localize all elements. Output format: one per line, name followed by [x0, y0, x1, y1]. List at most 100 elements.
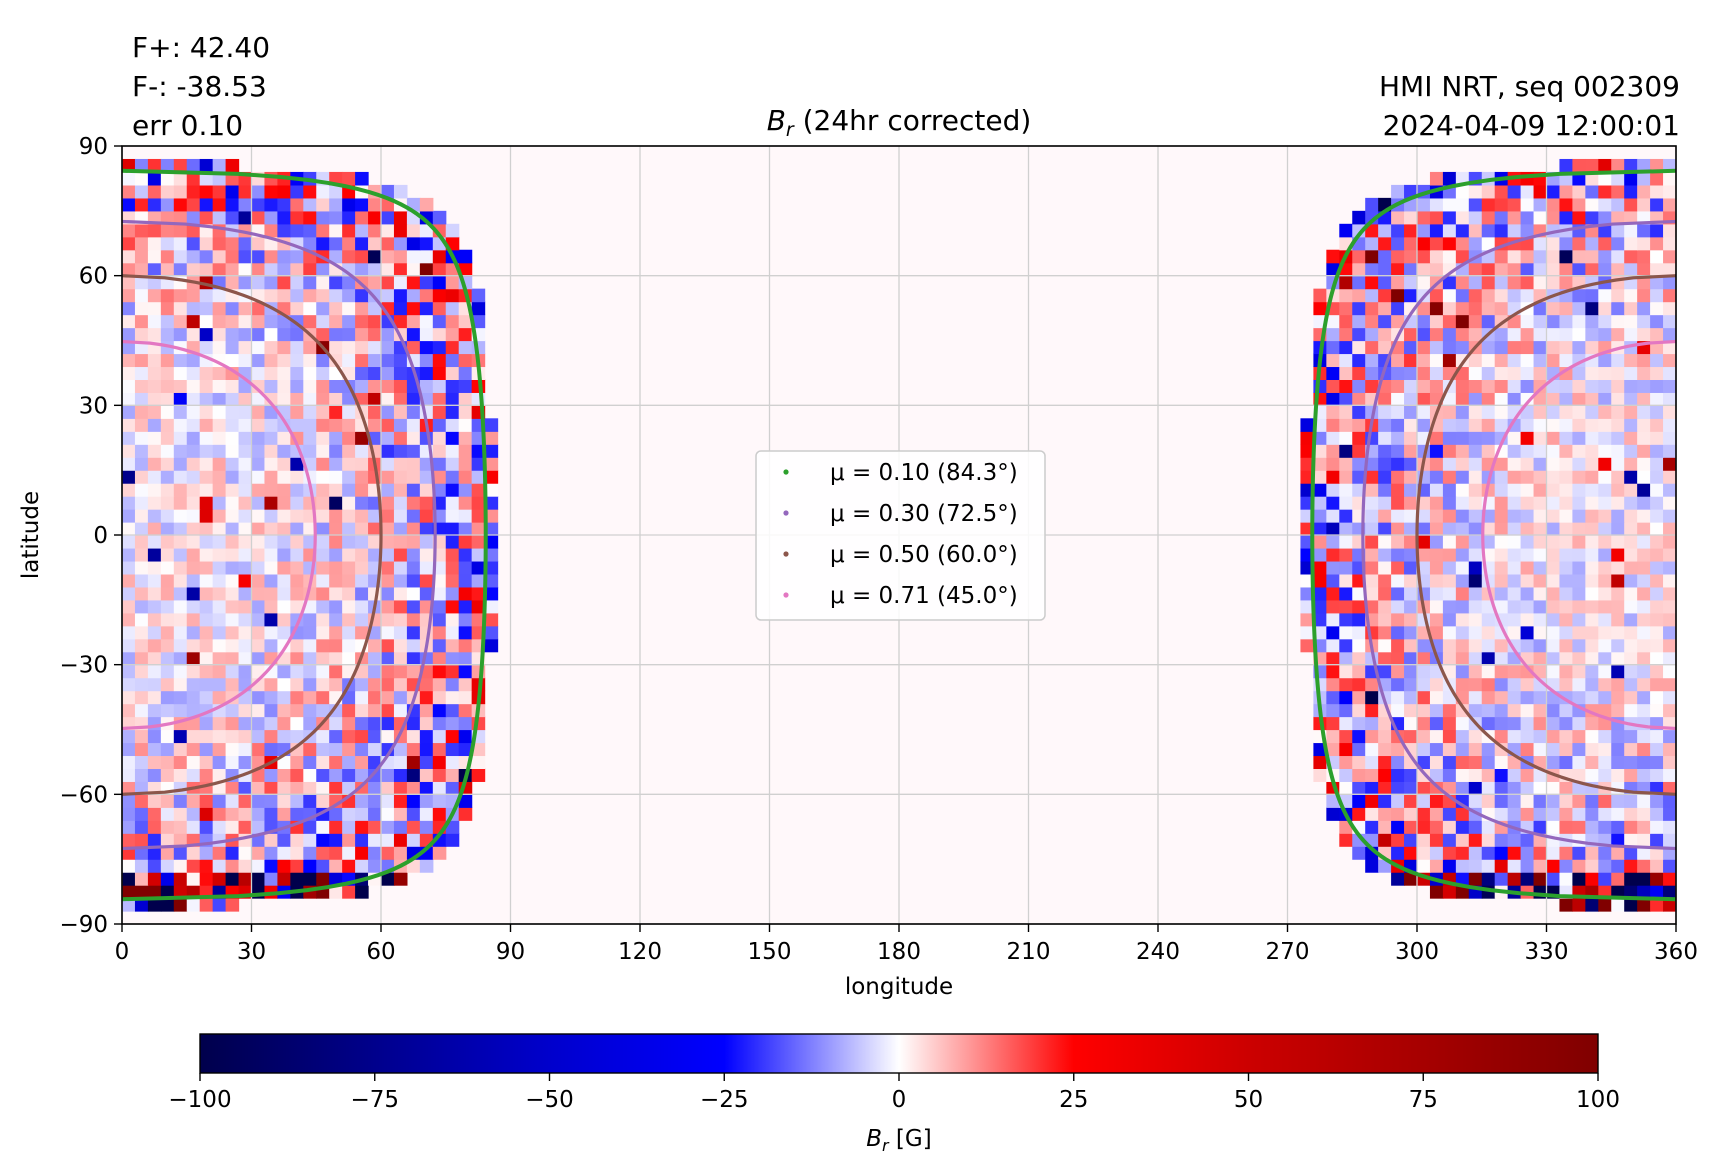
- field-cell: [1495, 185, 1509, 199]
- legend-marker: [783, 469, 788, 474]
- field-cell: [161, 833, 175, 847]
- field-cell: [381, 574, 395, 588]
- field-cell: [174, 768, 188, 782]
- field-cell: [252, 353, 266, 367]
- field-cell: [1456, 665, 1470, 679]
- field-cell: [1378, 418, 1392, 432]
- field-cell: [342, 587, 356, 601]
- field-cell: [1430, 548, 1444, 562]
- field-cell: [174, 794, 188, 808]
- field-cell: [1456, 678, 1470, 692]
- field-cell: [1326, 613, 1340, 627]
- field-cell: [368, 353, 382, 367]
- field-cell: [446, 328, 460, 342]
- field-cell: [226, 626, 240, 640]
- field-cell: [161, 289, 175, 303]
- field-cell: [446, 665, 460, 679]
- field-cell: [148, 678, 162, 692]
- field-cell: [1521, 781, 1535, 795]
- field-cell: [407, 509, 421, 523]
- field-cell: [472, 496, 486, 510]
- field-cell: [122, 418, 136, 432]
- field-cell: [290, 846, 304, 860]
- field-cell: [329, 820, 343, 834]
- field-cell: [1313, 535, 1327, 549]
- field-cell: [1585, 470, 1599, 484]
- field-cell: [135, 289, 149, 303]
- field-cell: [316, 328, 330, 342]
- field-cell: [277, 781, 291, 795]
- field-cell: [433, 289, 447, 303]
- field-cell: [433, 366, 447, 380]
- field-cell: [1456, 315, 1470, 329]
- field-cell: [1391, 639, 1405, 653]
- field-cell: [381, 405, 395, 419]
- field-cell: [1663, 548, 1677, 562]
- field-cell: [1456, 548, 1470, 562]
- field-cell: [1469, 730, 1483, 744]
- field-cell: [252, 315, 266, 329]
- field-cell: [226, 742, 240, 756]
- field-cell: [407, 302, 421, 316]
- field-cell: [1598, 768, 1612, 782]
- field-cell: [1378, 496, 1392, 510]
- field-cell: [1443, 742, 1457, 756]
- field-cell: [135, 548, 149, 562]
- field-cell: [148, 872, 162, 886]
- field-cell: [1339, 224, 1353, 238]
- field-cell: [1404, 846, 1418, 860]
- field-cell: [1547, 263, 1561, 277]
- field-cell: [1495, 418, 1509, 432]
- field-cell: [264, 211, 278, 225]
- field-cell: [1365, 574, 1379, 588]
- field-cell: [1598, 639, 1612, 653]
- field-cell: [355, 730, 369, 744]
- field-cell: [459, 483, 473, 497]
- field-cell: [368, 781, 382, 795]
- field-cell: [1404, 833, 1418, 847]
- field-cell: [394, 302, 408, 316]
- field-cell: [459, 418, 473, 432]
- field-cell: [200, 665, 214, 679]
- field-cell: [264, 807, 278, 821]
- field-cell: [277, 289, 291, 303]
- x-tick-label: 270: [1266, 939, 1310, 965]
- field-cell: [1650, 172, 1664, 186]
- field-cell: [394, 353, 408, 367]
- field-cell: [174, 379, 188, 393]
- field-cell: [277, 613, 291, 627]
- colorbar-label: Br [G]: [866, 1126, 931, 1152]
- field-cell: [329, 755, 343, 769]
- field-cell: [316, 224, 330, 238]
- field-cell: [1559, 263, 1573, 277]
- field-cell: [355, 859, 369, 873]
- field-cell: [252, 198, 266, 212]
- field-cell: [148, 418, 162, 432]
- field-cell: [1508, 561, 1522, 575]
- field-cell: [122, 470, 136, 484]
- field-cell: [342, 302, 356, 316]
- colorbar-tick-label: 75: [1409, 1087, 1438, 1113]
- field-cell: [1637, 405, 1651, 419]
- field-cell: [1598, 470, 1612, 484]
- field-cell: [148, 224, 162, 238]
- field-cell: [290, 587, 304, 601]
- field-cell: [420, 678, 434, 692]
- field-cell: [1391, 872, 1405, 886]
- field-cell: [433, 781, 447, 795]
- field-cell: [1365, 717, 1379, 731]
- field-cell: [1624, 457, 1638, 471]
- field-cell: [1521, 289, 1535, 303]
- field-cell: [1469, 755, 1483, 769]
- field-cell: [252, 535, 266, 549]
- field-cell: [1391, 535, 1405, 549]
- field-cell: [1365, 315, 1379, 329]
- field-cell: [303, 289, 317, 303]
- field-cell: [1637, 807, 1651, 821]
- field-cell: [1650, 431, 1664, 445]
- field-cell: [355, 691, 369, 705]
- field-cell: [277, 535, 291, 549]
- field-cell: [135, 574, 149, 588]
- field-cell: [122, 872, 136, 886]
- field-cell: [1585, 717, 1599, 731]
